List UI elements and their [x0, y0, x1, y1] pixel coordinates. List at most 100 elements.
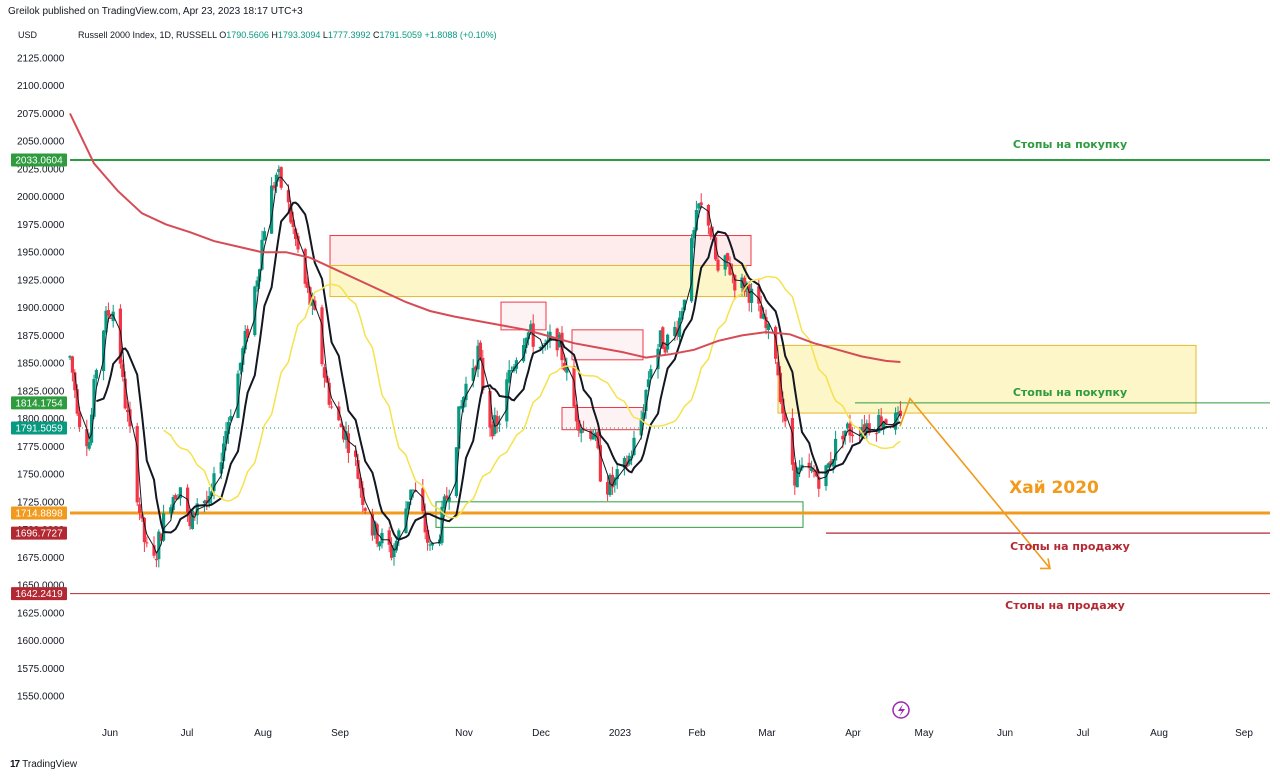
annotation-label: Хай 2020: [1009, 478, 1099, 498]
candle-body: [286, 190, 290, 203]
x-tick-label: 2023: [609, 728, 632, 739]
zones-layer: [329, 235, 1197, 528]
candle-body: [322, 367, 326, 378]
candle-body: [370, 513, 374, 536]
candle-body: [498, 423, 502, 425]
candle-body: [481, 357, 485, 391]
x-tick-label: Jul: [1077, 728, 1090, 739]
candle-body: [646, 379, 650, 388]
y-tick-label: 1850.0000: [17, 359, 65, 370]
price-tag-bg: [11, 421, 67, 435]
candle-body: [272, 185, 276, 189]
price-tag: 1814.1754: [11, 396, 67, 410]
candle-body: [157, 531, 161, 560]
ohlc-close-label: C: [372, 30, 380, 40]
candle-body: [608, 474, 612, 496]
x-tick-label: May: [915, 728, 934, 739]
candle-body: [373, 521, 377, 536]
candle-body: [661, 327, 665, 349]
candle-body: [531, 323, 535, 347]
candle-body: [733, 275, 737, 291]
candle-body: [879, 416, 883, 427]
annotation-label: Стопы на покупку: [1013, 386, 1127, 399]
ohlc-close: 1791.5059: [379, 30, 423, 40]
candle-body: [445, 495, 449, 499]
candle-body: [102, 330, 106, 372]
y-tick-label: 2025.0000: [17, 164, 65, 175]
candle-body: [850, 434, 854, 437]
candle-body: [243, 330, 247, 350]
levels-layer: [70, 159, 1270, 595]
price-tag-bg: [11, 396, 67, 410]
candle-body: [807, 462, 811, 469]
candle-body: [572, 365, 576, 407]
candle-body: [423, 512, 427, 533]
x-axis: Jun Jul Aug Sep Nov Dec 2023 Feb Mar Apr May Jun Jul…: [102, 728, 1253, 739]
candle-body: [764, 317, 768, 328]
lightning-icon[interactable]: [892, 701, 910, 719]
ma-slow-line: [163, 275, 901, 519]
candle-body: [142, 517, 146, 543]
candle-body: [277, 169, 281, 173]
candle-body: [378, 542, 382, 547]
candle-body: [210, 491, 214, 496]
ohlc-high: 1793.3094: [277, 30, 321, 40]
y-tick-label: 1625.0000: [17, 608, 65, 619]
zone-rect: [435, 501, 804, 528]
candle-body: [699, 202, 703, 206]
x-tick-label: Aug: [1150, 728, 1168, 739]
candle-body: [464, 383, 468, 401]
candle-body: [205, 499, 209, 504]
annotation-label: Стопы на продажу: [1010, 540, 1130, 553]
candle-body: [306, 281, 310, 288]
candle-body: [289, 203, 293, 223]
price-tag: 1696.7727: [11, 526, 67, 540]
candle-body: [694, 209, 698, 231]
y-tick-label: 2100.0000: [17, 81, 65, 92]
annotation-label: Стопы на покупку: [1013, 138, 1127, 151]
symbol-legend[interactable]: Russell 2000 Index, 1D, RUSSELL O1790.56…: [78, 30, 497, 40]
price-tag-label: 1696.7727: [15, 529, 63, 540]
candle-body: [109, 318, 113, 320]
price-tag: 1642.2419: [11, 587, 67, 601]
candle-body: [898, 410, 902, 417]
candle-body: [270, 185, 274, 234]
x-tick-label: Apr: [845, 728, 861, 739]
ohlc-low: 1777.3992: [327, 30, 371, 40]
candle-body: [238, 362, 242, 371]
candle-body: [476, 345, 480, 370]
annotation-label: Стопы на продажу: [1005, 599, 1125, 612]
forecast-layer: [899, 397, 1051, 570]
candle-body: [361, 487, 365, 505]
candle-body: [841, 435, 845, 440]
candle-body: [387, 530, 391, 545]
candle-body: [474, 366, 478, 370]
candle-body: [730, 273, 734, 275]
candle-body: [128, 409, 132, 427]
tradingview-logo[interactable]: 17 TradingView: [10, 759, 77, 770]
candle-body: [111, 311, 115, 322]
y-tick-label: 1975.0000: [17, 220, 65, 231]
candle-body: [762, 313, 766, 319]
ohlc-change: +1.8088 (+0.10%): [424, 30, 497, 40]
y-axis: 2125.0000 2100.0000 2075.0000 2050.0000 2025…: [11, 54, 67, 703]
candle-body: [219, 462, 223, 474]
candle-body: [344, 431, 348, 440]
price-tag-bg: [11, 526, 67, 540]
candle-body: [867, 423, 871, 434]
candle-body: [579, 428, 583, 434]
candle-body: [793, 462, 797, 486]
candle-body: [140, 514, 144, 519]
candle-body: [121, 364, 125, 378]
publisher-attribution: Greilok published on TradingView.com, Ap…: [8, 6, 303, 17]
ohlc-open-label: O: [219, 30, 227, 40]
candle-body: [495, 416, 499, 425]
candle-body: [697, 203, 701, 209]
x-tick-label: Nov: [455, 728, 473, 739]
ma-long-line: [69, 113, 901, 363]
candle-body: [632, 437, 636, 456]
candle-body: [262, 231, 266, 241]
candle-body: [798, 467, 802, 471]
candle-body: [255, 280, 259, 287]
